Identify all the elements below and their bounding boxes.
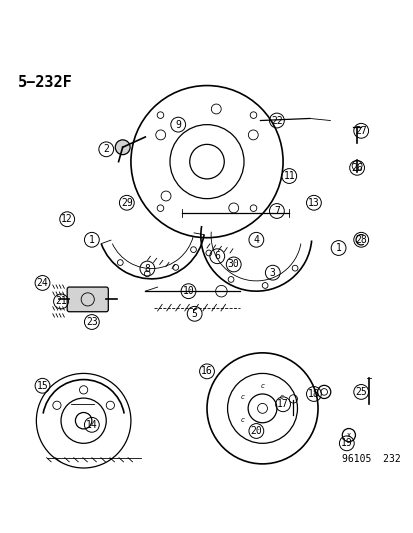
Text: 6: 6 xyxy=(214,251,220,261)
Text: 1: 1 xyxy=(335,243,341,253)
Text: 23: 23 xyxy=(86,317,97,327)
Text: 5: 5 xyxy=(191,309,197,319)
Text: 1: 1 xyxy=(89,235,95,245)
Text: 13: 13 xyxy=(307,198,319,208)
Text: 2: 2 xyxy=(103,144,109,154)
Text: x: x xyxy=(346,432,350,438)
Text: 27: 27 xyxy=(354,126,366,136)
Text: 28: 28 xyxy=(354,235,366,245)
Circle shape xyxy=(261,282,267,288)
Circle shape xyxy=(190,247,196,253)
Text: 22: 22 xyxy=(271,116,282,125)
Circle shape xyxy=(144,271,150,277)
Text: c: c xyxy=(240,417,244,423)
Text: 18: 18 xyxy=(307,389,319,399)
Text: 10: 10 xyxy=(182,286,194,296)
Text: 5−232F: 5−232F xyxy=(18,75,72,90)
Text: 12: 12 xyxy=(61,214,73,224)
Text: 15: 15 xyxy=(36,381,48,391)
Text: 19: 19 xyxy=(340,438,352,448)
Circle shape xyxy=(205,250,211,256)
Text: 21: 21 xyxy=(55,296,67,306)
Text: 8: 8 xyxy=(144,263,150,273)
Circle shape xyxy=(53,401,61,409)
Text: 14: 14 xyxy=(86,420,97,430)
Circle shape xyxy=(157,205,164,212)
Circle shape xyxy=(117,260,123,265)
Circle shape xyxy=(115,140,130,155)
Text: c: c xyxy=(260,383,264,389)
Text: 20: 20 xyxy=(250,426,261,436)
FancyBboxPatch shape xyxy=(67,287,108,312)
Text: 26: 26 xyxy=(350,163,362,173)
Circle shape xyxy=(249,112,256,118)
Text: c: c xyxy=(280,394,283,400)
Text: c: c xyxy=(240,394,244,400)
Text: 11: 11 xyxy=(282,171,294,181)
Text: 16: 16 xyxy=(201,366,212,376)
Text: 17: 17 xyxy=(277,399,288,409)
Circle shape xyxy=(249,205,256,212)
Circle shape xyxy=(228,277,233,282)
Circle shape xyxy=(173,264,178,270)
Circle shape xyxy=(79,386,88,394)
Text: 9: 9 xyxy=(175,119,181,130)
Text: 25: 25 xyxy=(354,387,366,397)
Text: 7: 7 xyxy=(273,206,279,216)
Text: 29: 29 xyxy=(121,198,132,208)
Text: 3: 3 xyxy=(269,268,275,278)
Circle shape xyxy=(106,401,114,409)
Text: 96105  232: 96105 232 xyxy=(341,454,399,464)
Text: 4: 4 xyxy=(253,235,259,245)
Text: 24: 24 xyxy=(36,278,48,288)
Text: 30: 30 xyxy=(227,260,239,270)
Circle shape xyxy=(257,403,267,413)
Circle shape xyxy=(292,265,297,271)
Circle shape xyxy=(157,112,164,118)
